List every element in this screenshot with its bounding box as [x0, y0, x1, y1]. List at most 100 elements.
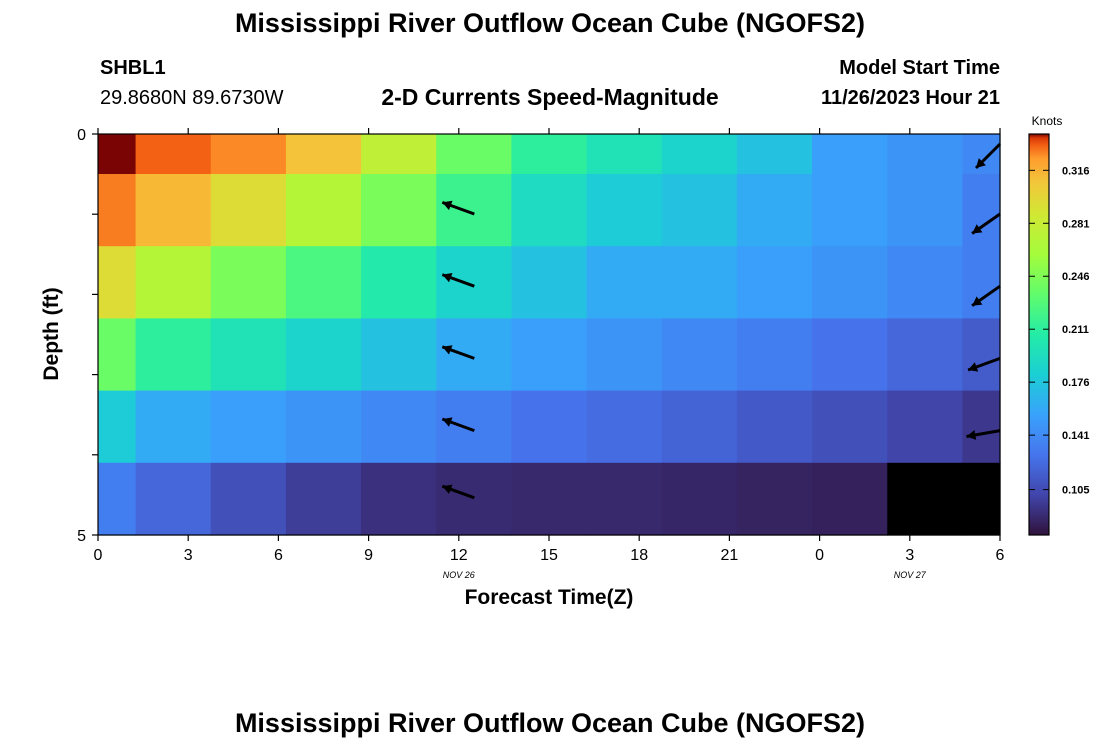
heatmap-cell — [285, 318, 362, 392]
current-arrows — [441, 142, 1002, 500]
heatmap-cell — [887, 390, 964, 464]
heatmap-cell — [586, 462, 663, 536]
x-tick-label: 15 — [540, 547, 558, 564]
heatmap-cell — [285, 390, 362, 464]
heatmap-cell — [436, 134, 513, 175]
heatmap-cell — [210, 174, 287, 247]
station-id: SHBL1 — [100, 57, 166, 79]
current-arrow — [441, 345, 475, 360]
colorbar-tick-label: 0.211 — [1062, 324, 1089, 336]
heatmap-cell — [210, 390, 287, 464]
heatmap-cell — [887, 318, 964, 392]
heatmap-cell — [812, 390, 888, 464]
heatmap-cell — [736, 174, 813, 247]
heatmap-cell — [962, 246, 1001, 319]
x-tick-label: 21 — [721, 547, 739, 564]
current-arrow — [441, 200, 475, 216]
y-axis: 05 — [77, 127, 98, 545]
heatmap-cell — [736, 390, 813, 464]
x-tick-label: 18 — [630, 547, 648, 564]
current-arrow — [971, 212, 1001, 235]
heatmap-cell — [736, 318, 813, 392]
x-tick-label: 3 — [905, 547, 914, 564]
heatmap-cell — [887, 174, 964, 247]
heatmap-cell — [962, 134, 1001, 175]
heatmap-cell — [661, 318, 738, 392]
heatmap-cells — [98, 134, 1001, 536]
heatmap-cell — [436, 318, 513, 392]
heatmap-cell — [135, 318, 212, 392]
colorbar-tick-label: 0.316 — [1062, 165, 1090, 177]
x-date-label: NOV 27 — [894, 570, 927, 580]
x-tick-label: 9 — [364, 547, 373, 564]
heatmap-cell — [586, 174, 663, 247]
heatmap-cell — [210, 462, 287, 536]
chart-subtitle: 2-D Currents Speed-Magnitude — [381, 84, 719, 110]
heatmap-cell — [135, 390, 212, 464]
heatmap-cell — [812, 174, 888, 247]
heatmap-cell — [135, 246, 212, 319]
x-tick-label: 0 — [94, 547, 103, 564]
current-arrow — [966, 429, 1001, 440]
heatmap-cell — [511, 318, 588, 392]
heatmap-cell — [962, 174, 1001, 247]
heatmap-cell — [135, 462, 212, 536]
heatmap-cell — [586, 318, 663, 392]
heatmap-cell — [887, 134, 964, 175]
footer-title: Mississippi River Outflow Ocean Cube (NG… — [234, 708, 866, 738]
heatmap-cell — [661, 390, 738, 464]
heatmap-cell — [135, 134, 212, 175]
heatmap-cell — [586, 390, 663, 464]
colorbar-ticks: 0.316 0.281 0.246 0.211 0.176 0.141 0.105 — [1029, 165, 1090, 497]
page-title: Mississippi River Outflow Ocean Cube (NG… — [234, 8, 866, 38]
heatmap-cell — [361, 462, 437, 536]
current-arrow — [974, 142, 1002, 170]
colorbar-tick-label: 0.281 — [1062, 218, 1090, 230]
heatmap-cell — [511, 390, 588, 464]
heatmap-cell — [812, 134, 888, 175]
heatmap-cell — [285, 462, 362, 536]
heatmap-cell — [98, 134, 137, 175]
heatmap-cell — [511, 134, 588, 175]
current-arrow — [441, 484, 475, 500]
heatmap-cell — [285, 174, 362, 247]
y-tick-label: 0 — [77, 127, 86, 144]
heatmap-cell — [511, 462, 588, 536]
heatmap-cell — [962, 390, 1001, 464]
colorbar-tick-label: 0.105 — [1062, 485, 1090, 497]
heatmap-cell — [361, 134, 437, 175]
heatmap-cell — [511, 174, 588, 247]
current-arrow — [441, 417, 475, 433]
x-tick-label: 12 — [450, 547, 468, 564]
heatmap-cell — [361, 318, 437, 392]
heatmap-cell — [98, 462, 137, 536]
heatmap-cell — [210, 134, 287, 175]
heatmap-cell — [436, 174, 513, 247]
heatmap-cell — [210, 246, 287, 319]
heatmap-cell — [511, 246, 588, 319]
model-start-value: 11/26/2023 Hour 21 — [820, 87, 1000, 109]
heatmap-cell — [98, 246, 137, 319]
heatmap-cell — [361, 174, 437, 247]
colorbar-scale — [1028, 133, 1050, 536]
colorbar-tick-label: 0.176 — [1062, 377, 1090, 389]
heatmap-cell — [661, 174, 738, 247]
x-date-label: NOV 26 — [443, 570, 475, 580]
heatmap-cell — [361, 390, 437, 464]
colorbar: Knots 0.316 0.281 0.246 0.211 0.176 0.141 0.10… — [1028, 114, 1090, 536]
x-tick-label: 0 — [815, 547, 824, 564]
heatmap-cell — [436, 390, 513, 464]
heatmap-cell — [736, 246, 813, 319]
current-arrow — [971, 284, 1001, 307]
current-arrow — [441, 273, 475, 288]
heatmap-cell — [661, 462, 738, 536]
colorbar-label: Knots — [1032, 114, 1063, 128]
heatmap-cell — [812, 318, 888, 392]
heatmap-cell — [361, 246, 437, 319]
heatmap-cell — [586, 134, 663, 175]
heatmap-cell — [285, 134, 362, 175]
heatmap-cell — [812, 246, 888, 319]
model-start-label: Model Start Time — [839, 57, 1000, 79]
heatmap-cell — [135, 174, 212, 247]
